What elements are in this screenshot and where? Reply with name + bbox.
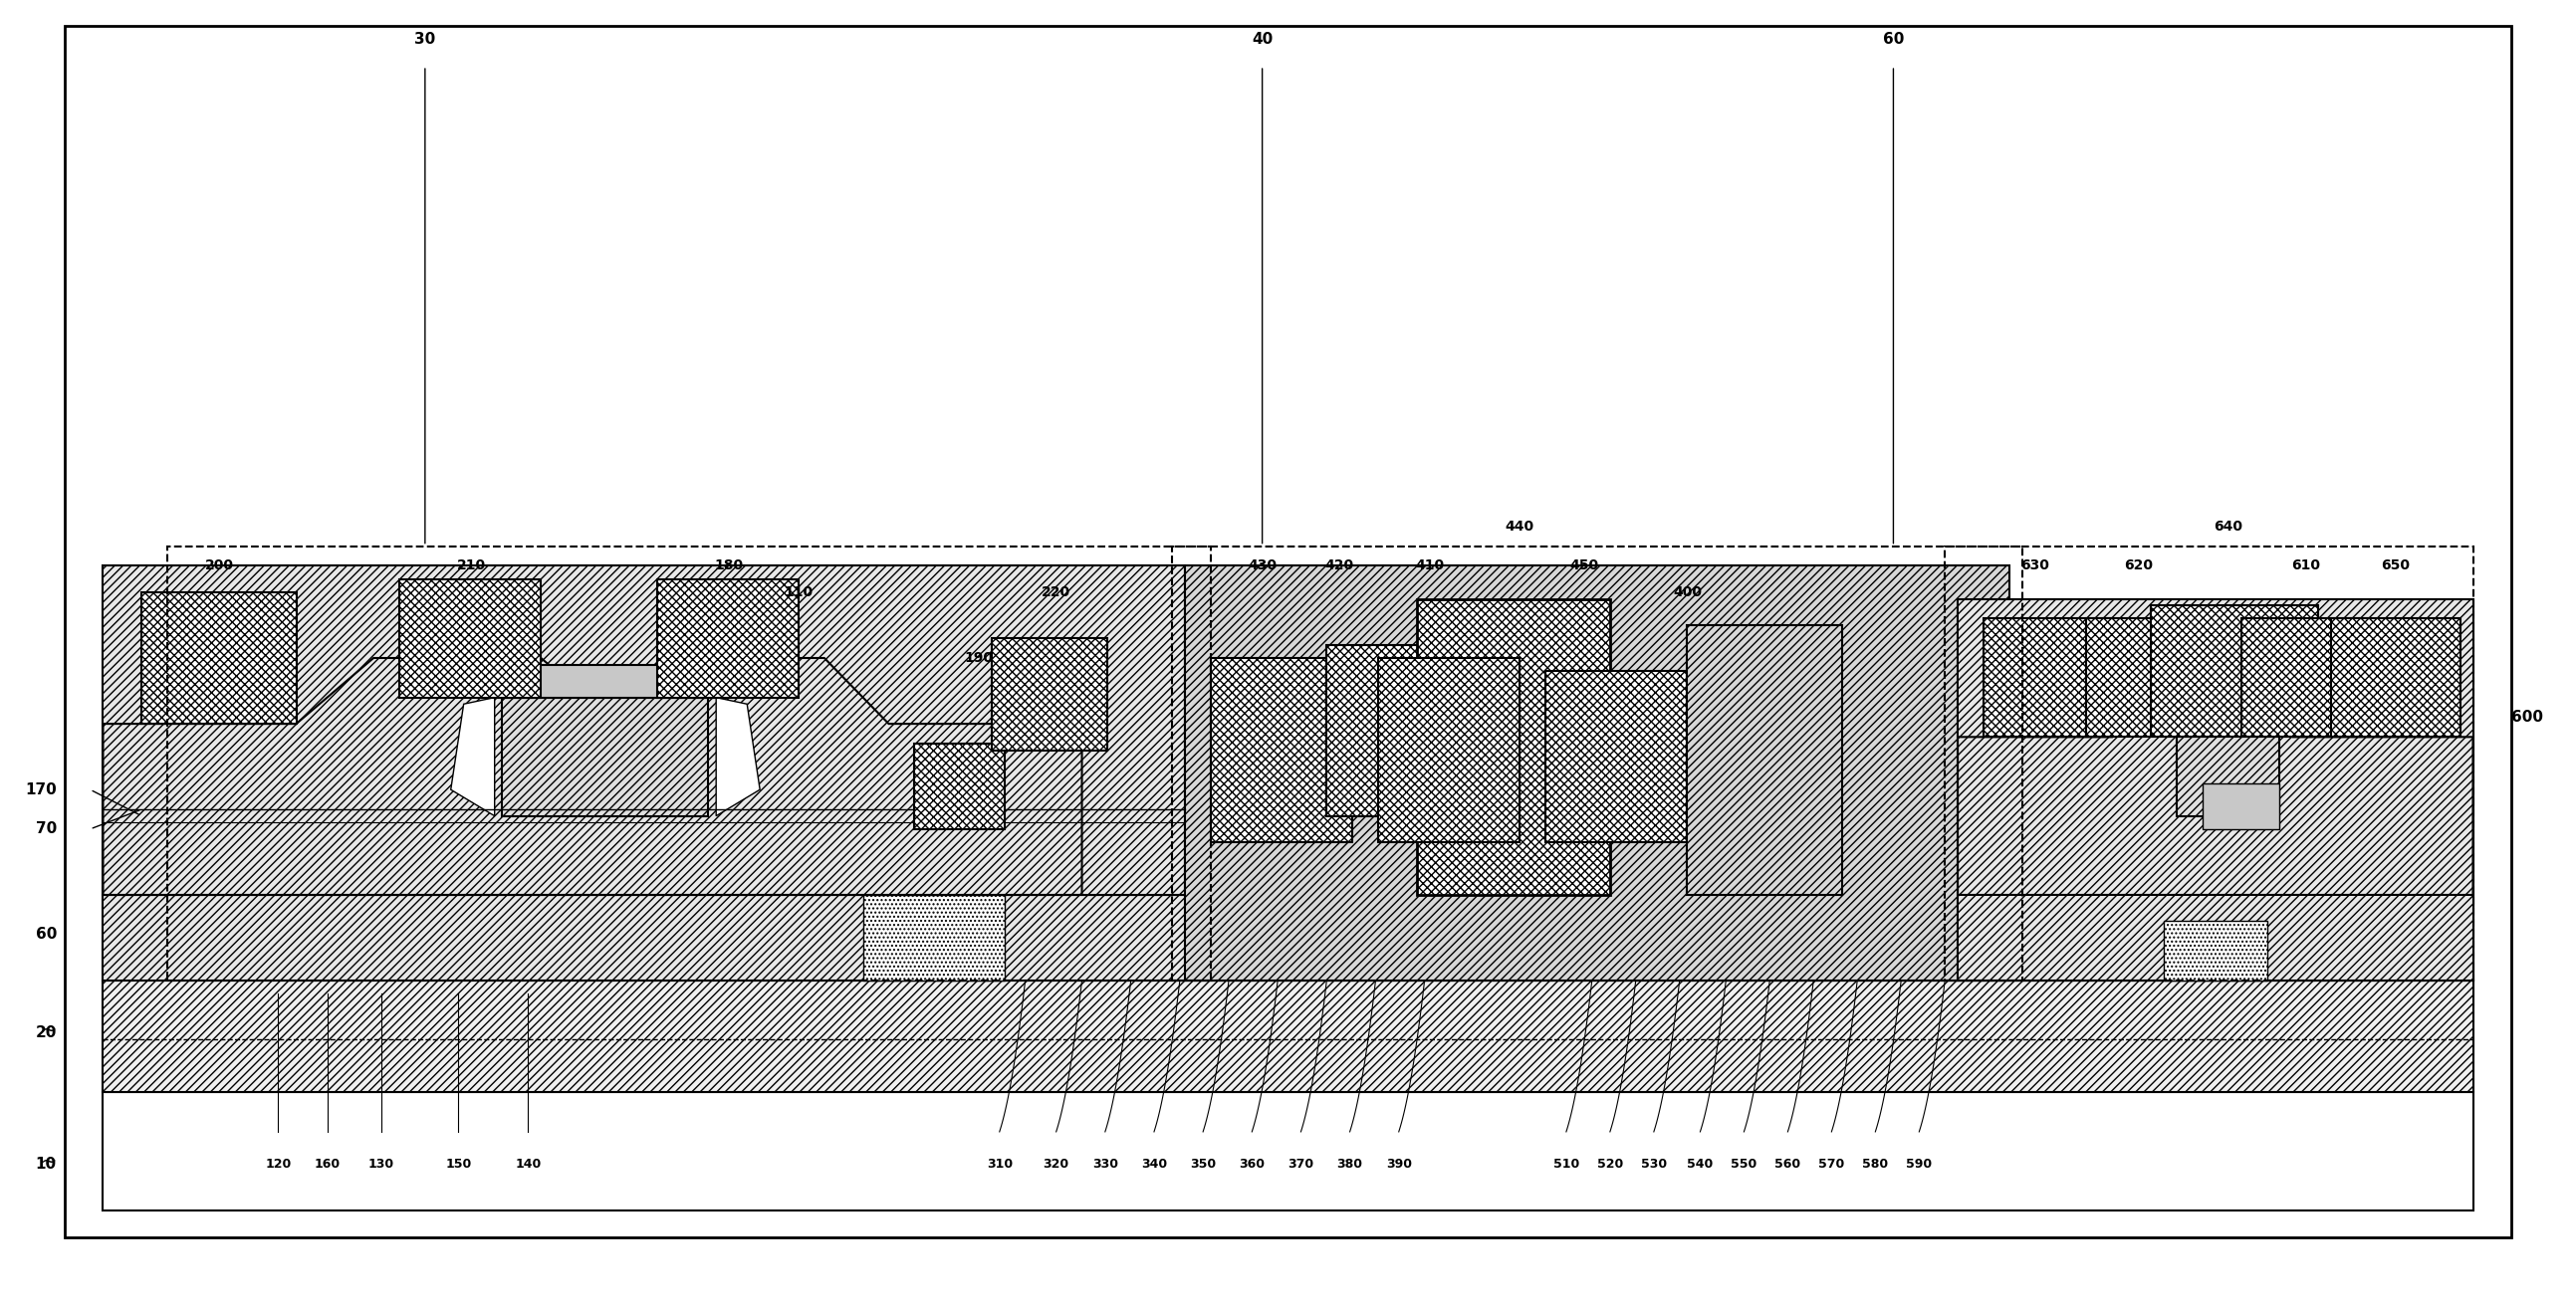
Bar xyxy=(2151,605,2318,737)
Bar xyxy=(103,895,2473,980)
Polygon shape xyxy=(451,697,495,816)
Text: 150: 150 xyxy=(446,1158,471,1171)
Text: 190: 190 xyxy=(963,651,994,665)
Text: 400: 400 xyxy=(1672,586,1703,599)
Text: 350: 350 xyxy=(1190,1158,1216,1171)
Text: 180: 180 xyxy=(714,559,744,572)
Text: 630: 630 xyxy=(2020,559,2050,572)
Text: 360: 360 xyxy=(1239,1158,1265,1171)
Text: 440: 440 xyxy=(1504,520,1535,533)
Bar xyxy=(2241,619,2370,737)
Text: 590: 590 xyxy=(1906,1158,1932,1171)
Bar xyxy=(1984,619,2112,737)
Text: 220: 220 xyxy=(1041,586,1072,599)
Text: 600: 600 xyxy=(2512,709,2543,725)
Text: 510: 510 xyxy=(1553,1158,1579,1171)
Text: 20: 20 xyxy=(36,1025,57,1041)
Text: 570: 570 xyxy=(1819,1158,1844,1171)
Text: 200: 200 xyxy=(204,559,234,572)
Text: 110: 110 xyxy=(783,586,814,599)
Text: 170: 170 xyxy=(26,782,57,797)
Bar xyxy=(502,697,708,816)
Text: 410: 410 xyxy=(1414,559,1445,572)
Text: 330: 330 xyxy=(1092,1158,1118,1171)
Bar xyxy=(657,579,799,697)
Text: 530: 530 xyxy=(1641,1158,1667,1171)
Text: 160: 160 xyxy=(314,1158,340,1171)
Bar xyxy=(2087,619,2215,737)
Text: 370: 370 xyxy=(1288,1158,1314,1171)
Bar xyxy=(1958,599,2473,980)
Text: 10: 10 xyxy=(36,1157,57,1173)
Bar xyxy=(1172,546,2022,980)
Text: 550: 550 xyxy=(1731,1158,1757,1171)
Text: 30: 30 xyxy=(415,32,435,47)
Text: 640: 640 xyxy=(2213,520,2244,533)
Text: 40: 40 xyxy=(1252,32,1273,47)
Bar xyxy=(2202,783,2280,829)
Bar xyxy=(1417,599,1610,895)
Text: 210: 210 xyxy=(456,559,487,572)
Text: 580: 580 xyxy=(1862,1158,1888,1171)
Polygon shape xyxy=(1958,684,2473,895)
Bar xyxy=(103,1092,2473,1211)
Text: ~: ~ xyxy=(41,1021,57,1040)
Bar xyxy=(1211,658,1352,842)
Text: 560: 560 xyxy=(1775,1158,1801,1171)
Bar xyxy=(103,980,2473,1092)
Text: 120: 120 xyxy=(265,1158,291,1171)
Bar xyxy=(399,579,541,697)
Text: 60: 60 xyxy=(1883,32,1904,47)
Bar xyxy=(495,665,716,697)
Bar xyxy=(1378,658,1520,842)
Bar xyxy=(142,592,296,724)
Bar xyxy=(1687,625,1842,895)
Bar xyxy=(2177,730,2280,816)
Bar xyxy=(103,566,1185,895)
Bar xyxy=(1546,671,1687,842)
Bar xyxy=(863,895,1005,980)
Text: 650: 650 xyxy=(2380,559,2411,572)
Bar xyxy=(1185,566,2009,980)
Text: 320: 320 xyxy=(1043,1158,1069,1171)
Bar xyxy=(167,546,1211,980)
Text: 390: 390 xyxy=(1386,1158,1412,1171)
Bar xyxy=(2331,619,2460,737)
Polygon shape xyxy=(103,658,1082,895)
Bar xyxy=(1327,645,1455,816)
Text: 310: 310 xyxy=(987,1158,1012,1171)
Text: 140: 140 xyxy=(515,1158,541,1171)
Text: 340: 340 xyxy=(1141,1158,1167,1171)
Text: 610: 610 xyxy=(2290,559,2321,572)
Text: 130: 130 xyxy=(368,1158,394,1171)
Text: 60: 60 xyxy=(36,926,57,942)
Bar xyxy=(992,638,1108,750)
Text: 380: 380 xyxy=(1337,1158,1363,1171)
Text: 520: 520 xyxy=(1597,1158,1623,1171)
Bar xyxy=(1945,546,2473,980)
Text: ~: ~ xyxy=(41,1153,57,1171)
Text: 420: 420 xyxy=(1324,559,1355,572)
Bar xyxy=(914,744,1005,829)
Text: 70: 70 xyxy=(36,821,57,837)
Polygon shape xyxy=(716,697,760,816)
Text: 540: 540 xyxy=(1687,1158,1713,1171)
Text: 620: 620 xyxy=(2123,559,2154,572)
Bar xyxy=(2164,921,2267,980)
Text: 430: 430 xyxy=(1247,559,1278,572)
Text: 450: 450 xyxy=(1569,559,1600,572)
